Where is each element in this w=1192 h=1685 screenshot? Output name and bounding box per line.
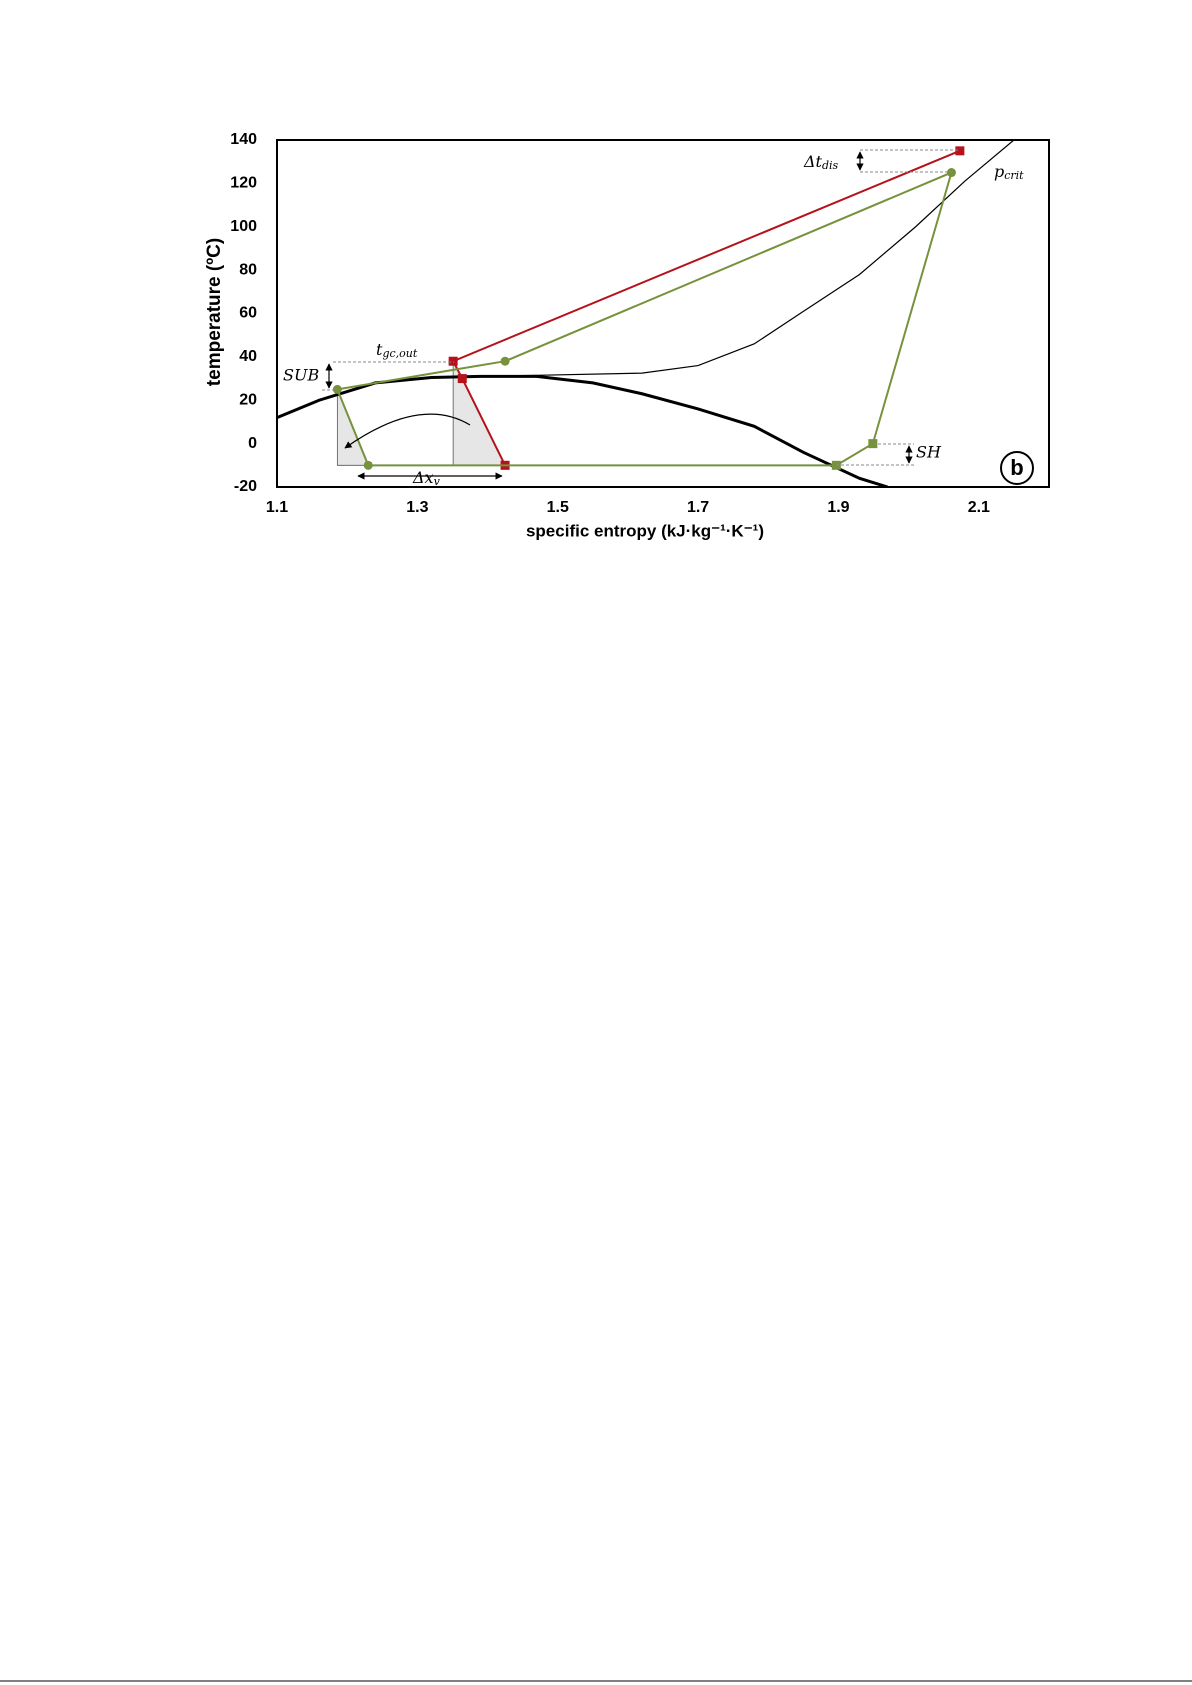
y-tick-label: 80: [239, 261, 257, 278]
plot-frame: [276, 139, 1050, 488]
x-tick-label: 1.7: [687, 499, 709, 516]
x-tick-label: 1.9: [827, 499, 849, 516]
annotation: pcrit: [994, 162, 1024, 183]
marker: [500, 356, 510, 366]
series-line: [336, 170, 953, 467]
y-tick-label: 100: [230, 218, 257, 235]
marker: [868, 439, 878, 449]
marker: [448, 356, 458, 366]
curved-arrow: [344, 413, 471, 449]
series-line: [277, 374, 889, 487]
marker: [457, 374, 467, 384]
y-tick-label: 140: [230, 131, 257, 148]
marker: [332, 384, 342, 394]
x-axis-title: specific entropy (kJ·kg⁻¹·K⁻¹): [526, 521, 764, 540]
x-tick-label: 2.1: [968, 499, 990, 516]
y-axis-title: temperature (ºC): [204, 238, 225, 386]
x-tick-label: 1.3: [406, 499, 428, 516]
panel-label: b: [1010, 455, 1023, 480]
series-line: [451, 149, 961, 466]
annotation: Δtdis: [803, 152, 839, 173]
y-tick-label: -20: [234, 478, 257, 495]
panel-badge: [1000, 451, 1034, 485]
x-tick-label: 1.5: [547, 499, 569, 516]
series-line: [480, 140, 1015, 377]
y-tick-label: 0: [248, 435, 257, 452]
annotation: SUB: [283, 366, 319, 385]
marker: [363, 460, 373, 470]
x-tick-label: 1.1: [266, 499, 288, 516]
annotation: Δxv: [412, 468, 441, 489]
y-tick-label: 40: [239, 348, 257, 365]
plot-area: [277, 140, 1015, 487]
y-tick-label: 20: [239, 391, 257, 408]
annotation: SH: [916, 443, 942, 462]
marker: [946, 168, 956, 178]
y-tick-label: 60: [239, 305, 257, 322]
annotation: tgc,out: [376, 340, 418, 361]
marker: [955, 146, 965, 156]
y-tick-label: 120: [230, 175, 257, 192]
